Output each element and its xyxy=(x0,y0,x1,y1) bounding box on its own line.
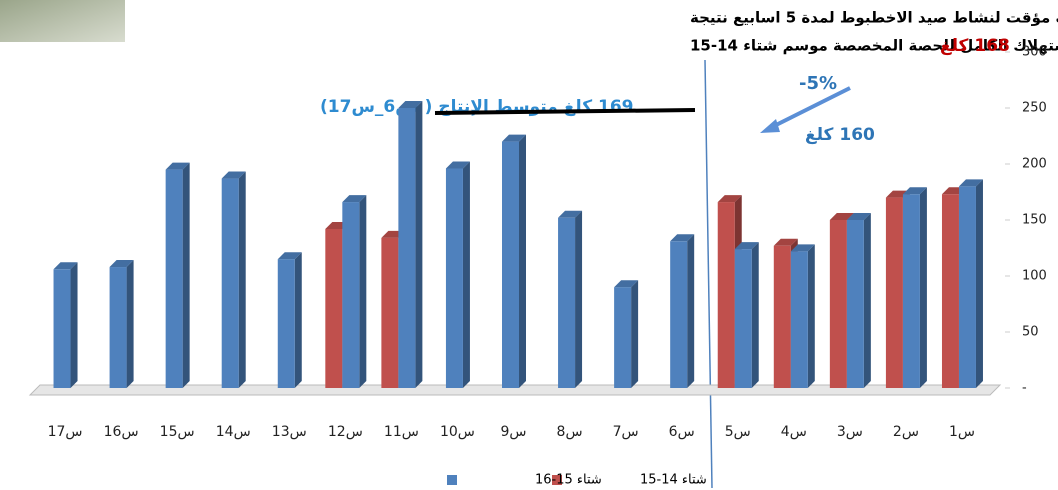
blue-label: 160 كلغ xyxy=(805,125,875,145)
bar xyxy=(222,179,239,388)
bar xyxy=(166,170,183,388)
x-tick-label: س13 xyxy=(272,424,307,440)
bar-side xyxy=(575,211,582,388)
arrow xyxy=(770,88,850,128)
bar-side xyxy=(920,187,927,388)
bar-side xyxy=(808,244,815,388)
bar xyxy=(903,194,920,388)
x-tick-label: س10 xyxy=(440,424,475,440)
legend-label: شتاء 15-16 xyxy=(535,473,602,488)
bar-side xyxy=(359,195,366,388)
bar-side xyxy=(239,172,246,388)
bar-side xyxy=(687,234,694,388)
x-tick-label: س8 xyxy=(557,424,583,440)
bar xyxy=(847,220,864,388)
legend: شتاء 14-15 شتاء 15-16 xyxy=(447,473,707,488)
bar-side xyxy=(463,161,470,388)
legend-swatch xyxy=(447,475,457,485)
bar xyxy=(398,108,415,388)
arrow-head xyxy=(760,119,780,133)
chart: توقف مؤقت لنشاط صيد الاخطبوط لمدة 5 اساب… xyxy=(0,0,1058,490)
divider xyxy=(705,60,712,488)
bar xyxy=(886,198,903,388)
y-tick-label: 250 xyxy=(1022,101,1047,116)
bar xyxy=(735,249,752,388)
bar-side xyxy=(71,262,78,388)
bar-side xyxy=(295,252,302,388)
change-label: -5% xyxy=(799,73,837,94)
x-tick-label: س17 xyxy=(48,424,83,440)
y-tick-label: 200 xyxy=(1022,157,1047,172)
bar xyxy=(278,259,295,388)
title-line: توقف مؤقت لنشاط صيد الاخطبوط لمدة 5 اساب… xyxy=(690,9,1058,27)
bar-side xyxy=(864,213,871,388)
x-tick-label: س3 xyxy=(837,424,863,440)
x-tick-label: س14 xyxy=(216,424,251,440)
thumbnail xyxy=(0,0,125,42)
x-tick-label: س7 xyxy=(613,424,639,440)
bar xyxy=(110,267,127,388)
bar xyxy=(791,251,808,388)
bar-side xyxy=(752,242,759,388)
bar xyxy=(830,220,847,388)
bar xyxy=(54,269,71,388)
bar xyxy=(325,229,342,388)
y-tick-label: 300 xyxy=(1022,45,1047,60)
x-tick-label: س4 xyxy=(781,424,807,440)
bar xyxy=(959,186,976,388)
x-tick-label: س6 xyxy=(669,424,695,440)
page: {"chart_data": {"type": "bar", "title_li… xyxy=(0,0,1058,490)
y-tick-label: 50 xyxy=(1022,325,1039,340)
bar-side xyxy=(976,179,983,388)
x-tick-label: س1 xyxy=(949,424,975,440)
bar-side xyxy=(127,260,134,388)
x-tick-label: س11 xyxy=(384,424,419,440)
x-tick-label: س12 xyxy=(328,424,363,440)
y-tick-label: 150 xyxy=(1022,213,1047,228)
bar-side xyxy=(415,101,422,388)
bar-side xyxy=(631,280,638,388)
red-label: 168 كلغ xyxy=(940,36,1010,56)
x-tick-label: س16 xyxy=(104,424,139,440)
bar xyxy=(942,194,959,388)
bar xyxy=(670,241,687,388)
bar xyxy=(446,168,463,388)
legend-label: شتاء 14-15 xyxy=(640,473,707,488)
y-tick-label: 100 xyxy=(1022,269,1047,284)
bar-side xyxy=(183,163,190,388)
bar xyxy=(774,246,791,388)
y-tick-label: - xyxy=(1022,381,1027,396)
x-tick-label: س9 xyxy=(500,424,526,440)
bar xyxy=(614,287,631,388)
bar xyxy=(718,202,735,388)
bar xyxy=(342,202,359,388)
x-tick-label: س5 xyxy=(725,424,751,440)
bar xyxy=(381,238,398,388)
bar xyxy=(502,142,519,388)
bar-side xyxy=(519,135,526,388)
bar xyxy=(558,218,575,388)
x-tick-label: س15 xyxy=(160,424,195,440)
x-tick-label: س2 xyxy=(893,424,919,440)
